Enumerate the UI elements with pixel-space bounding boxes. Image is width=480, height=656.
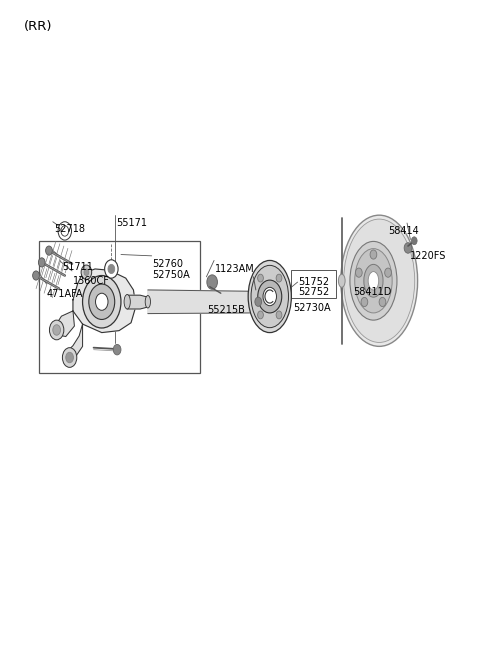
Ellipse shape (248, 260, 291, 333)
Circle shape (207, 275, 217, 289)
Circle shape (83, 276, 121, 328)
Circle shape (84, 269, 89, 276)
Circle shape (263, 287, 276, 306)
Text: (RR): (RR) (24, 20, 52, 33)
Polygon shape (148, 290, 250, 314)
Circle shape (58, 222, 72, 240)
Text: 55171: 55171 (116, 218, 147, 228)
Ellipse shape (350, 241, 397, 320)
Circle shape (38, 258, 45, 267)
Circle shape (276, 274, 282, 282)
Ellipse shape (341, 215, 418, 346)
Bar (39, 241, 200, 373)
Text: 52730A: 52730A (293, 303, 330, 313)
Circle shape (370, 250, 377, 259)
Circle shape (361, 297, 368, 306)
Circle shape (258, 280, 282, 313)
Circle shape (258, 311, 264, 319)
Polygon shape (127, 295, 148, 309)
Polygon shape (55, 311, 74, 337)
Text: 1123AM: 1123AM (215, 264, 255, 274)
Ellipse shape (338, 274, 345, 287)
Circle shape (62, 348, 77, 367)
Text: 55215B: 55215B (207, 305, 245, 315)
Circle shape (411, 237, 417, 245)
Text: 471AFA: 471AFA (47, 289, 84, 298)
Circle shape (105, 260, 118, 278)
Polygon shape (68, 324, 83, 358)
Ellipse shape (344, 219, 415, 342)
Circle shape (46, 246, 52, 255)
Circle shape (66, 352, 73, 363)
Circle shape (384, 268, 391, 277)
Text: 51711: 51711 (62, 262, 93, 272)
Text: 51752: 51752 (299, 277, 330, 287)
Circle shape (53, 325, 60, 335)
Text: 52752: 52752 (299, 287, 330, 297)
Text: 52760: 52760 (153, 259, 184, 269)
Circle shape (356, 268, 362, 277)
Circle shape (276, 311, 282, 319)
Circle shape (33, 271, 39, 280)
Circle shape (404, 243, 412, 253)
Ellipse shape (368, 272, 379, 290)
Text: 58411D: 58411D (353, 287, 392, 297)
Ellipse shape (355, 249, 392, 313)
Polygon shape (73, 269, 136, 333)
Ellipse shape (145, 295, 151, 308)
Text: 1360CF: 1360CF (73, 276, 110, 285)
Circle shape (81, 265, 92, 279)
Circle shape (379, 297, 386, 306)
Text: 52750A: 52750A (153, 270, 191, 280)
Circle shape (49, 320, 64, 340)
Bar (291, 270, 336, 298)
Circle shape (255, 297, 262, 306)
Ellipse shape (124, 295, 130, 309)
Text: 1220FS: 1220FS (410, 251, 447, 260)
Ellipse shape (251, 265, 288, 327)
Circle shape (258, 274, 264, 282)
Circle shape (96, 293, 108, 310)
Text: 52718: 52718 (54, 224, 85, 234)
Circle shape (108, 264, 115, 274)
Circle shape (113, 344, 121, 355)
Ellipse shape (364, 264, 383, 297)
Circle shape (89, 284, 115, 319)
Text: 58414: 58414 (388, 226, 419, 236)
